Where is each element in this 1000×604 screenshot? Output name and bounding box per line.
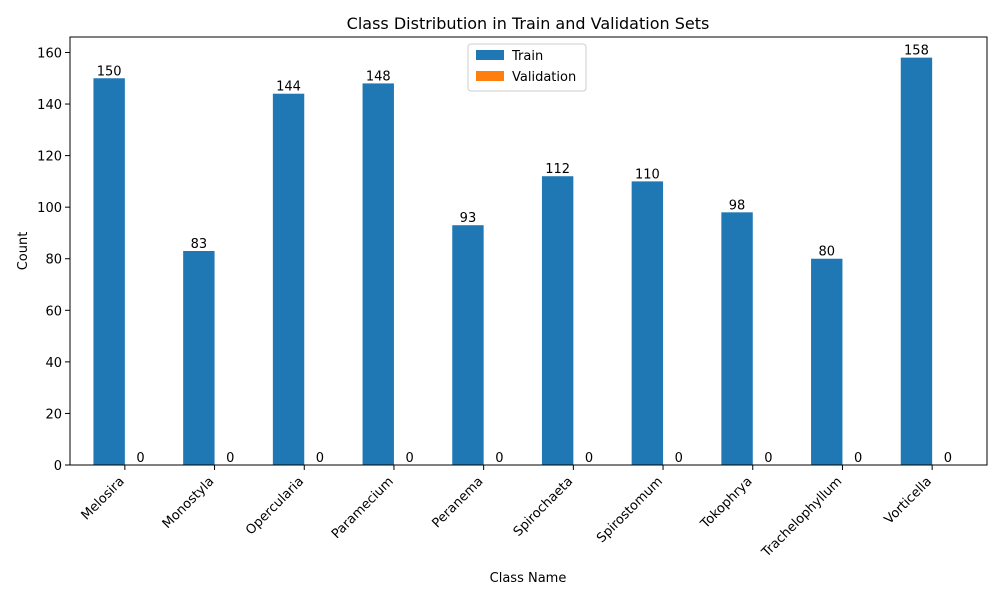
data-label-validation: 0 [316,451,324,466]
bar-train [183,251,215,465]
data-label-validation: 0 [406,451,414,466]
data-label-validation: 0 [944,451,952,466]
bar-train [631,181,664,465]
x-tick-label: Monostyla [160,474,218,532]
legend: Train Validation [467,43,587,92]
data-label-validation: 0 [675,451,683,466]
y-axis: 0 20 40 60 80 100 120 140 160 [37,46,70,474]
legend-swatch-validation [476,71,504,81]
x-tick-label: Opercularia [243,474,307,538]
bar-train [272,93,305,465]
chart-title: Class Distribution in Train and Validati… [347,14,710,33]
x-tick-label: Spirochaeta [511,474,576,539]
y-tick-label: 100 [37,201,62,216]
data-label-validation: 0 [495,451,503,466]
data-label-train: 158 [904,44,929,59]
data-label-validation: 0 [226,451,234,466]
y-tick-label: 0 [54,459,62,474]
data-label-train: 144 [276,80,301,95]
data-label-train: 150 [97,64,122,79]
data-label-validation: 0 [764,451,772,466]
y-tick-label: 60 [45,304,62,319]
data-label-train: 83 [191,237,208,252]
bar-train [93,78,125,465]
x-tick-label: Peranema [430,474,487,531]
bar-train [900,57,933,466]
x-tick-label: Melosira [79,474,128,523]
x-axis-title: Class Name [490,571,567,586]
data-label-validation: 0 [136,451,144,466]
data-label-train: 80 [818,245,835,260]
plot-frame [69,36,988,466]
y-axis-title: Count [16,232,31,271]
y-tick-label: 160 [37,46,62,61]
data-label-train: 148 [366,69,391,84]
bar-train [452,225,484,465]
x-tick-label: Vorticella [882,474,935,527]
y-tick-label: 120 [37,150,62,165]
bar-train [362,83,394,465]
bar-train [811,258,843,465]
y-tick-label: 40 [45,356,62,371]
y-tick-label: 140 [37,98,62,113]
bars-layer [93,57,933,466]
data-label-train: 110 [635,167,660,182]
data-labels-layer: 150 0 83 0 144 0 148 0 93 0 112 0 110 0 98 0 80 0 158 0 [97,44,952,466]
data-label-train: 98 [729,198,746,213]
data-label-validation: 0 [854,451,862,466]
legend-swatch-train [476,50,504,60]
x-tick-label: Trachelophyllum [759,474,846,561]
legend-label-train: Train [511,49,543,64]
data-label-validation: 0 [585,451,593,466]
data-label-train: 93 [460,211,477,226]
x-tick-label: Tokophrya [697,474,755,532]
x-axis: Melosira Monostyla Opercularia Paramecium Pe… [79,465,935,561]
bar-train [541,176,574,465]
bar-train [721,212,753,465]
legend-label-validation: Validation [512,70,576,85]
x-tick-label: Paramecium [329,474,397,542]
data-label-train: 112 [545,162,570,177]
y-tick-label: 20 [45,407,62,422]
x-tick-label: Spirostomum [594,474,666,546]
y-tick-label: 80 [45,253,62,268]
